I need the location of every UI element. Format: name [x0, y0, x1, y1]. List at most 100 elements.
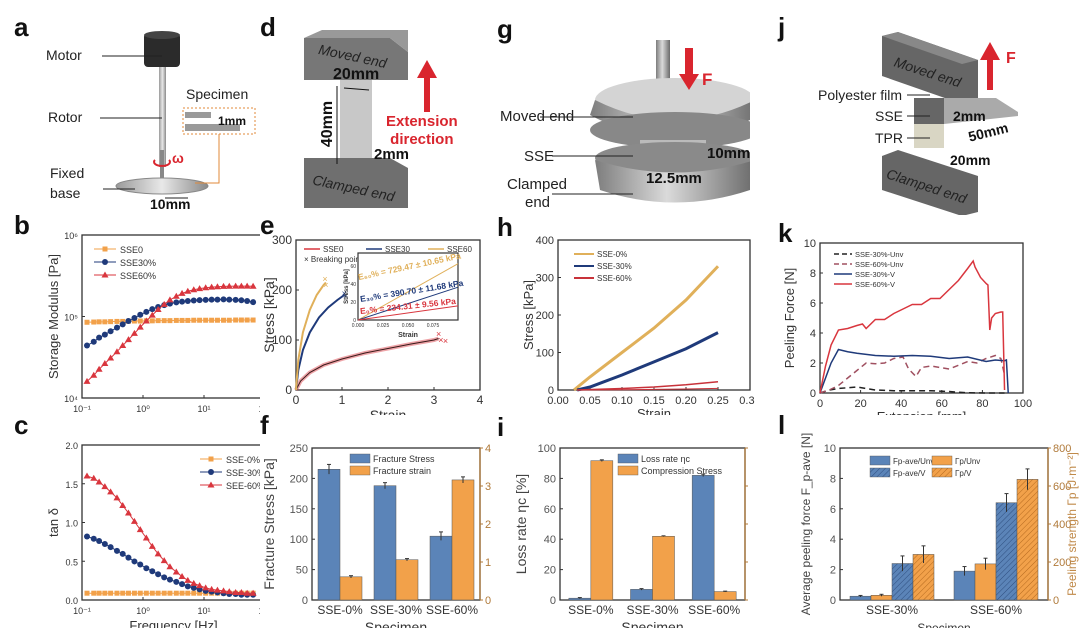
data-point	[184, 287, 192, 294]
x-tick-label: 10¹	[197, 606, 210, 616]
x-tick-label: 0.25	[707, 395, 728, 407]
breaking-point-marker: ×	[443, 336, 448, 346]
right-y-tick-label: 0	[485, 595, 491, 607]
data-point	[197, 590, 203, 596]
x-tick-label: 2	[385, 393, 392, 407]
panel-letter-i: i	[497, 412, 505, 442]
legend-label: Fracture Stress	[373, 454, 435, 464]
data-point	[102, 590, 108, 596]
bar-Fracture Stress	[429, 535, 453, 601]
x-tick-label: 0.30	[739, 395, 755, 407]
data-point	[149, 590, 155, 596]
legend-marker	[207, 481, 215, 488]
inset-y-tick: 40	[350, 282, 356, 288]
data-point	[102, 319, 108, 325]
x-axis-label: Specimen	[621, 619, 683, 628]
data-point	[90, 371, 98, 378]
moved-end-block	[304, 38, 408, 80]
legend-label-breaking-point: × Breaking point	[304, 255, 363, 264]
right-y-axis-label: Peeling strength Γp [J·m⁻²]	[1065, 452, 1079, 596]
inset-y-tick: 20	[350, 300, 356, 306]
data-point	[202, 584, 210, 591]
series-band-SSE30	[295, 294, 345, 391]
label-j-polyester: Polyester film	[818, 87, 903, 103]
rotation-omega-arrow	[153, 159, 171, 167]
rheometer-schematic	[100, 31, 256, 199]
force-arrow	[679, 48, 699, 90]
fixed-base-disc	[115, 177, 209, 195]
legend-label: Γp/V	[955, 469, 972, 478]
legend-swatch	[869, 455, 891, 466]
breaking-point-marker: ×	[322, 274, 327, 284]
x-tick-label: 0	[293, 393, 300, 407]
x-tick-label: 10²	[258, 404, 260, 414]
plot-frame	[81, 234, 260, 399]
label-specimen: Specimen	[186, 86, 249, 102]
panel-letter-e: e	[260, 210, 275, 240]
legend-label: SSE30	[385, 245, 410, 254]
data-point	[190, 286, 198, 293]
x-axis-label: Specimen	[365, 619, 427, 628]
x-tick-label: 10⁻¹	[73, 404, 91, 414]
panel-letter-g: g	[497, 14, 513, 44]
breaking-point-marker: ×	[342, 289, 347, 299]
data-point	[148, 542, 156, 549]
data-point	[213, 586, 221, 593]
data-point	[232, 282, 240, 289]
breaking-point-marker: ×	[436, 329, 441, 339]
right-y-tick-label: 200	[1053, 557, 1071, 569]
inset-x-tick: 0.025	[377, 323, 390, 329]
y-tick-label: 80	[544, 473, 556, 485]
j-moved-end-block	[882, 32, 978, 104]
data-point	[221, 317, 227, 323]
data-point	[131, 558, 138, 565]
panel-letter-j: j	[778, 12, 786, 42]
category-label: SSE-30%	[370, 603, 422, 617]
x-axis-label: Extension [mm]	[877, 409, 967, 415]
data-point	[155, 571, 162, 578]
inset-fit-line	[357, 305, 459, 321]
data-point	[167, 318, 173, 324]
legend-marker	[208, 469, 214, 475]
data-point	[190, 584, 197, 591]
right-y-tick-label: 600	[1053, 481, 1071, 493]
panel-letter-c: c	[14, 410, 29, 440]
bar-Γp/V	[1016, 479, 1039, 601]
moved-end-bottom	[590, 112, 750, 148]
y-axis-label: Storage Modulus [Pa]	[46, 254, 61, 379]
series-band-SSE60	[295, 281, 327, 391]
x-tick-label: 1	[339, 393, 346, 407]
legend-label: Loss rate ηc	[641, 454, 691, 464]
inset-y-tick: 60	[350, 264, 356, 270]
data-point	[83, 472, 91, 479]
label-g-diameter: 12.5mm	[646, 170, 702, 187]
category-label: SSE-0%	[568, 603, 614, 617]
x-tick-label: 10¹	[197, 404, 210, 414]
data-point	[101, 483, 109, 490]
legend-marker	[208, 456, 214, 462]
y-tick-label: 250	[290, 443, 308, 455]
series-line-SSE-0%	[573, 265, 720, 392]
direction-word: direction	[390, 131, 454, 148]
data-point	[179, 317, 185, 323]
right-y-tick-label: 0	[1053, 595, 1059, 607]
data-point	[137, 318, 143, 324]
bar-Fracture Stress	[373, 485, 397, 601]
data-point	[244, 297, 251, 304]
data-point	[196, 582, 204, 589]
data-point	[196, 297, 203, 304]
legend-label: Compression Stress	[641, 466, 723, 476]
data-point	[161, 590, 167, 596]
label-fixed-base-1: Fixed	[50, 165, 85, 181]
data-point	[113, 494, 121, 501]
bar-Compression Stress	[590, 460, 614, 601]
legend-label: Fracture strain	[373, 466, 431, 476]
label-d-width: 20mm	[333, 66, 380, 83]
legend-label: SSE-30%	[226, 468, 260, 478]
data-point	[244, 317, 250, 323]
data-point	[96, 538, 103, 545]
data-point	[233, 317, 239, 323]
x-axis-label: Frequency [Hz]	[129, 618, 217, 628]
data-point	[83, 377, 91, 384]
specimen-bottom-plate	[185, 124, 240, 131]
